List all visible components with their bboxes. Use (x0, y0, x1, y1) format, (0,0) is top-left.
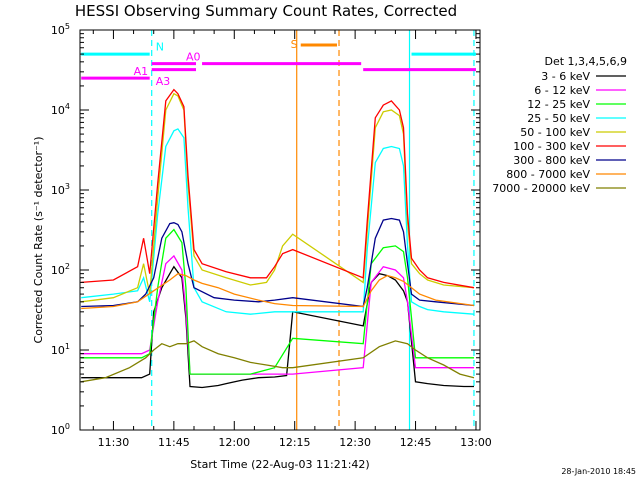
legend-title: Det 1,3,4,5,6,9 (544, 55, 627, 68)
flag-bars: N A1 A3 A0 S (81, 38, 476, 88)
flag-label: N (156, 41, 164, 54)
legend-label: 6 - 12 keV (534, 84, 590, 97)
x-tick-label: 12:15 (279, 436, 311, 449)
plot-frame (79, 29, 481, 431)
y-tick-label: 102 (51, 262, 70, 277)
footer-date: 28-Jan-2010 18:45 (561, 467, 636, 476)
legend-label: 25 - 50 keV (527, 112, 590, 125)
legend-label: 800 - 7000 keV (506, 168, 590, 181)
flag-label: A1 (134, 65, 149, 78)
x-tick-label: 12:45 (400, 436, 432, 449)
series-line (81, 217, 475, 308)
legend-label: 7000 - 20000 keV (492, 182, 590, 195)
series-line (81, 272, 475, 310)
y-tick-label: 101 (51, 342, 70, 357)
x-tick-label: 11:30 (98, 436, 130, 449)
x-axis-label: Start Time (22-Aug-03 11:21:42) (190, 458, 369, 471)
series-line (81, 128, 475, 315)
legend-label: 12 - 25 keV (527, 98, 590, 111)
axes: 100 101 102 103 104 105 11:30 11:45 12:00 12:15 12… (51, 22, 492, 449)
legend-label: 3 - 6 keV (541, 70, 590, 83)
y-tick-label: 103 (51, 182, 70, 197)
plot-area (151, 30, 475, 430)
x-tick-label: 13:00 (460, 436, 492, 449)
legend-label: 300 - 800 keV (513, 154, 590, 167)
x-tick-label: 12:00 (218, 436, 250, 449)
flag-label: A3 (156, 75, 171, 88)
series-line (81, 340, 475, 383)
legend-label: 100 - 300 keV (513, 140, 590, 153)
series-line (81, 92, 475, 303)
x-tick-label: 11:45 (158, 436, 190, 449)
series-group (81, 88, 475, 389)
y-tick-label: 104 (51, 102, 70, 117)
flag-label: A0 (186, 51, 201, 64)
x-tick-label: 12:30 (339, 436, 371, 449)
y-tick-label: 100 (51, 422, 70, 437)
legend-label: 50 - 100 keV (520, 126, 590, 139)
flag-label: S (291, 38, 298, 51)
chart-title: HESSI Observing Summary Count Rates, Cor… (75, 2, 457, 20)
series-line (81, 228, 474, 375)
series-line (81, 88, 475, 289)
y-tick-label: 105 (51, 22, 70, 37)
y-axis-label: Corrected Count Rate (s⁻¹ detector⁻¹) (32, 137, 45, 344)
